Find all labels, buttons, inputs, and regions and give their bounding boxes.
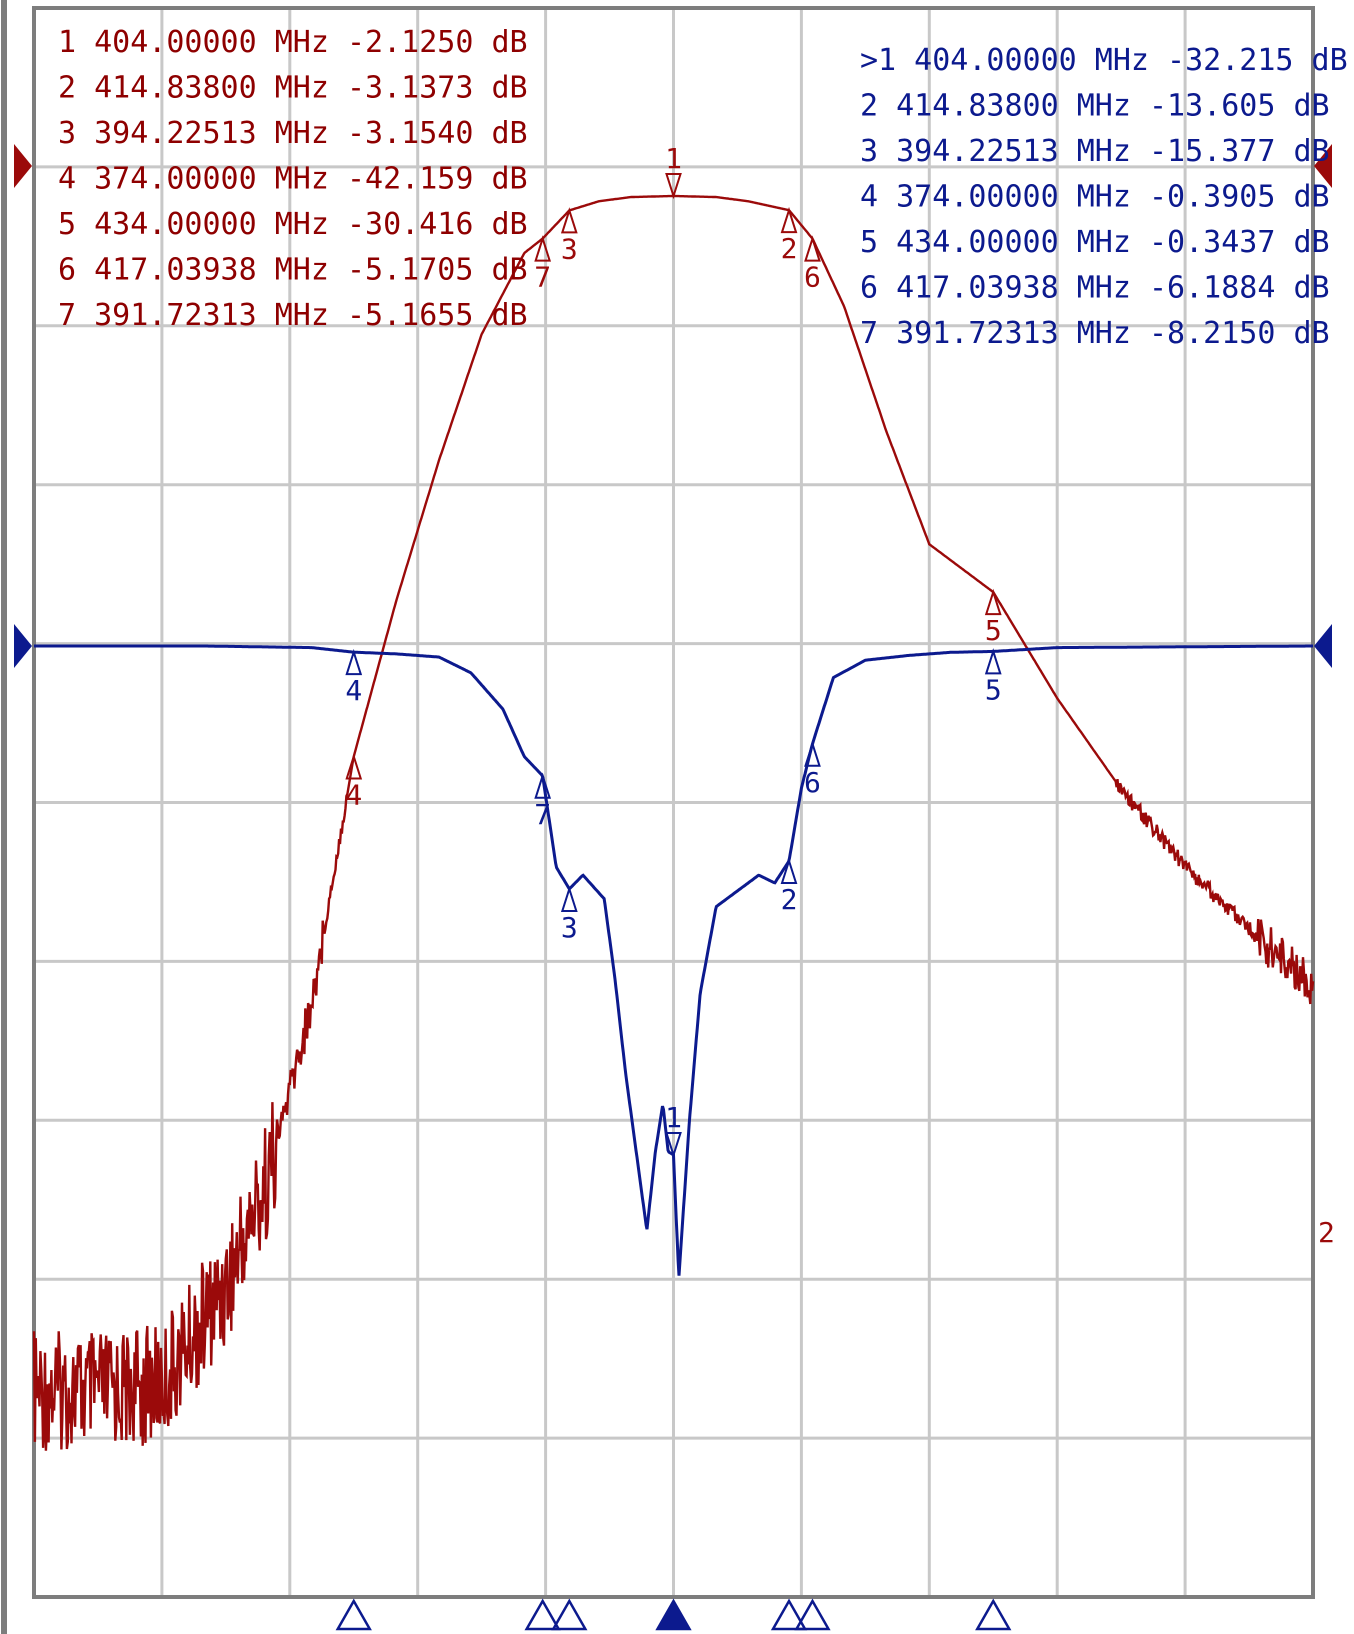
blue-marker-row: 7 391.72313 MHz -8.2150 dB [860,316,1330,351]
marker-red-6[interactable] [804,235,821,262]
marker-red-3[interactable] [560,207,578,234]
marker-blue-1-label: 1 [665,1101,682,1134]
red-marker-row: 3 394.22513 MHz -3.1540 dB [58,116,528,151]
marker-blue-2-label: 2 [781,883,798,916]
marker-blue-3-label: 3 [561,911,578,944]
reference-arrow-right-blue [1314,624,1332,668]
marker-red-6-label: 6 [804,261,821,294]
marker-red-5[interactable] [984,588,1002,616]
plot-frame [32,6,1315,1599]
red-marker-row: 5 434.00000 MHz -30.416 dB [58,207,528,242]
marker-red-7[interactable] [534,235,552,262]
blue-marker-row: 2 414.83800 MHz -13.605 dB [860,89,1330,124]
red-marker-row: 1 404.00000 MHz -2.1250 dB [58,25,528,60]
marker-red-5-label: 5 [985,614,1002,647]
marker-blue-6[interactable] [804,740,821,767]
axis-marker-7[interactable] [524,1598,561,1631]
marker-blue-7[interactable] [534,772,552,799]
marker-red-7-label: 7 [534,261,551,294]
marker-red-1[interactable] [665,173,682,200]
axis-marker-3[interactable] [551,1598,588,1631]
marker-blue-4-label: 4 [345,674,362,707]
axis-marker-5[interactable] [975,1598,1012,1631]
marker-red-2[interactable] [780,206,798,234]
red-marker-row: 4 374.00000 MHz -42.159 dB [58,162,528,197]
marker-blue-5-label: 5 [985,673,1002,706]
marker-red-4[interactable] [345,753,363,780]
marker-red-3-label: 3 [561,232,578,265]
marker-blue-2[interactable] [780,857,798,884]
marker-blue-3[interactable] [560,885,578,912]
axis-marker-1[interactable] [655,1598,692,1631]
blue-marker-row: 5 434.00000 MHz -0.3437 dB [860,225,1330,260]
red-marker-row: 2 414.83800 MHz -3.1373 dB [58,71,528,106]
axis-marker-2[interactable] [770,1598,808,1631]
red-marker-row: 7 391.72313 MHz -5.1655 dB [58,298,528,333]
trace-end-label: 2 [1318,1216,1335,1249]
marker-blue-6-label: 6 [804,766,821,799]
reference-arrow-left-blue [14,624,32,668]
reference-arrow-right-red [1314,144,1332,188]
marker-red-1-label: 1 [665,142,682,175]
marker-blue-7-label: 7 [534,798,551,831]
reference-arrow-left-red [14,144,32,188]
axis-marker-6[interactable] [794,1598,831,1631]
blue-marker-row: 4 374.00000 MHz -0.3905 dB [860,180,1330,215]
blue-marker-row: 6 417.03938 MHz -6.1884 dB [860,271,1330,306]
marker-blue-5[interactable] [984,648,1002,675]
marker-red-2-label: 2 [781,232,798,265]
marker-red-4-label: 4 [345,778,362,811]
blue-marker-row: 3 394.22513 MHz -15.377 dB [860,134,1330,169]
red-marker-row: 6 417.03938 MHz -5.1705 dB [58,253,528,288]
marker-blue-1[interactable] [665,1131,682,1159]
marker-blue-4[interactable] [345,648,363,676]
axis-marker-4[interactable] [335,1598,372,1631]
blue-marker-row: >1 404.00000 MHz -32.215 dB [860,43,1348,78]
